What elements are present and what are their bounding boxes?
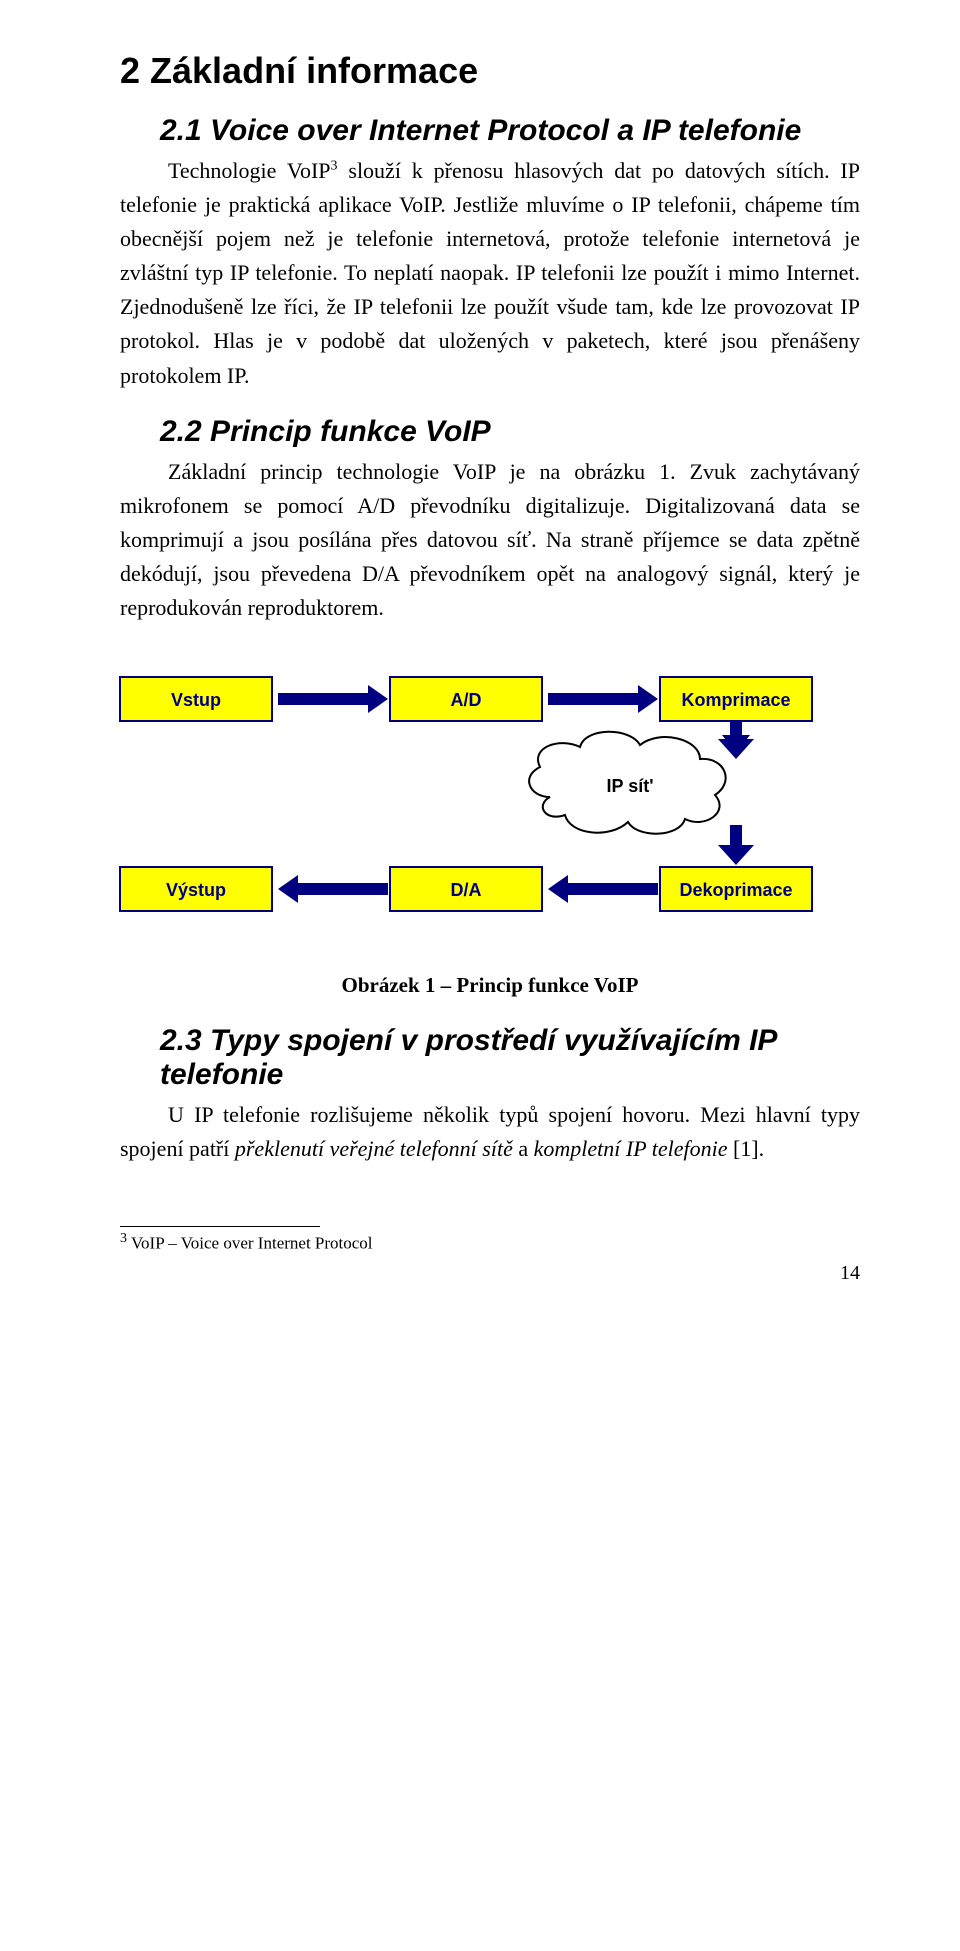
arrow-down-icon <box>718 825 754 865</box>
footnote-text: VoIP – Voice over Internet Protocol <box>127 1234 373 1253</box>
page-number: 14 <box>120 1262 860 1285</box>
arrow-left-icon <box>548 875 658 903</box>
p3-text-e: [1]. <box>727 1136 764 1161</box>
label-ad: A/D <box>451 690 482 710</box>
p1-text-a: Technologie VoIP <box>168 158 331 183</box>
heading-1: 2 Základní informace <box>120 50 860 92</box>
label-komprimace: Komprimace <box>681 690 790 710</box>
paragraph-3: U IP telefonie rozlišujeme několik typů … <box>120 1098 860 1166</box>
arrow-icon <box>278 685 388 713</box>
footnote: 3 VoIP – Voice over Internet Protocol <box>120 1231 860 1254</box>
p1-superscript: 3 <box>331 159 338 174</box>
p3-italic-2: kompletní IP telefonie <box>534 1136 728 1161</box>
p3-text-c: a <box>513 1136 534 1161</box>
arrow-left-icon <box>278 875 388 903</box>
paragraph-2: Základní princip technologie VoIP je na … <box>120 455 860 625</box>
p1-text-b: slouží k přenosu hlasových dat po datový… <box>120 158 860 388</box>
label-dekoprimace: Dekoprimace <box>679 880 792 900</box>
label-vystup: Výstup <box>166 880 226 900</box>
arrow-down-icon <box>718 721 754 759</box>
heading-2-2: 2.2 Princip funkce VoIP <box>160 415 860 449</box>
label-cloud: IP sít' <box>607 776 654 796</box>
label-vstup: Vstup <box>171 690 221 710</box>
figure-caption: Obrázek 1 – Princip funkce VoIP <box>342 973 639 998</box>
footnote-separator <box>120 1226 320 1227</box>
cloud-ip-network: IP sít' <box>529 732 726 834</box>
voip-diagram: Vstup A/D Komprimace Výstup D/A Dekop <box>110 657 870 937</box>
label-da: D/A <box>451 880 482 900</box>
heading-2-3: 2.3 Typy spojení v prostředí využívající… <box>160 1024 860 1092</box>
heading-2-1: 2.1 Voice over Internet Protocol a IP te… <box>160 114 860 148</box>
arrow-icon <box>548 685 658 713</box>
p3-italic-1: překlenutí veřejné telefonní sítě <box>235 1136 513 1161</box>
footnote-marker: 3 <box>120 1231 127 1246</box>
document-page: 2 Základní informace 2.1 Voice over Inte… <box>0 0 960 1325</box>
paragraph-1: Technologie VoIP3 slouží k přenosu hlaso… <box>120 154 860 393</box>
figure-1: Vstup A/D Komprimace Výstup D/A Dekop <box>120 657 860 998</box>
